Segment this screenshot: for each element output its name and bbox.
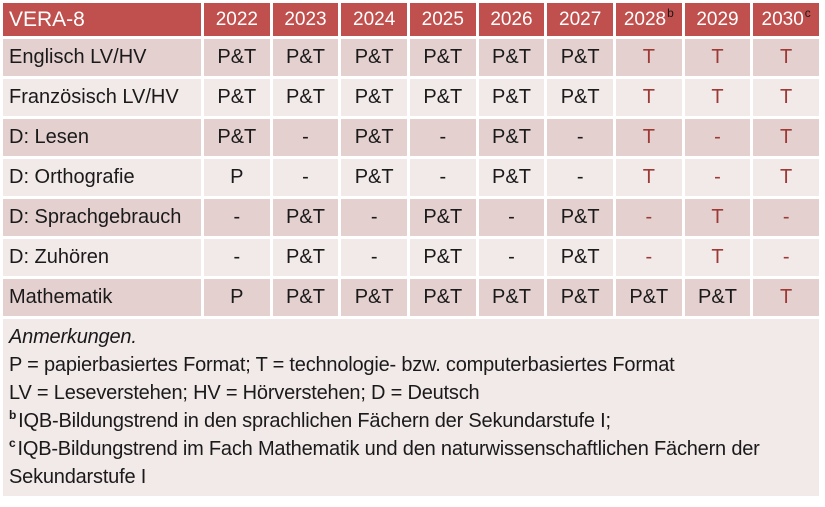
column-header-2025: 2025: [409, 3, 476, 36]
table-cell-2030: T: [753, 119, 819, 156]
column-header-2023: 2023: [272, 3, 339, 36]
table-cell-2024: P&T: [341, 119, 407, 156]
note-c-superscript: c: [9, 436, 16, 451]
table-cell-2023: -: [272, 119, 339, 156]
slide-page: VERA-8 2022 2023 2024 2025 2026 2027 2028 b 2029 2…: [0, 3, 825, 507]
table-cell-2022: P&T: [204, 39, 270, 76]
table-notes: Anmerkungen. P = papierbasiertes Format;…: [3, 319, 819, 496]
table-cell-2027: P&T: [547, 199, 613, 236]
column-header-2026: 2026: [478, 3, 545, 36]
table-cell-2023: P&T: [272, 199, 339, 236]
table-title: VERA-8: [3, 3, 201, 36]
note-c: c IQB-Bildungstrend im Fach Mathematik un…: [9, 435, 811, 491]
table-cell-2029: T: [684, 39, 751, 76]
table-cell-2024: P&T: [341, 79, 407, 116]
table-cell-2025: P&T: [409, 39, 476, 76]
table-cell-2025: P&T: [409, 279, 476, 316]
row-label: Englisch LV/HV: [3, 39, 201, 76]
table-cell-2026: P&T: [478, 159, 545, 196]
table-cell-2028: T: [615, 159, 682, 196]
table-cell-2030: -: [753, 239, 819, 276]
table-cell-2024: P&T: [341, 159, 407, 196]
table-cell-2023: P&T: [272, 239, 339, 276]
column-header-2022: 2022: [204, 3, 270, 36]
table-cell-2026: P&T: [478, 279, 545, 316]
table-cell-2022: P&T: [204, 119, 270, 156]
table-cell-2024: P&T: [341, 39, 407, 76]
note-b: b IQB-Bildungstrend in den sprachlichen F…: [9, 407, 811, 435]
table-cell-2027: P&T: [547, 279, 613, 316]
table-cell-2025: P&T: [409, 79, 476, 116]
table-cell-2028: T: [615, 39, 682, 76]
table-cell-2022: P&T: [204, 79, 270, 116]
table-cell-2028: -: [615, 239, 682, 276]
table-cell-2028: T: [615, 119, 682, 156]
table-cell-2026: P&T: [478, 79, 545, 116]
column-header-2029: 2029: [684, 3, 751, 36]
table-cell-2030: -: [753, 199, 819, 236]
note-b-superscript: b: [9, 408, 17, 423]
table-cell-2025: P&T: [409, 239, 476, 276]
row-label: D: Sprachgebrauch: [3, 199, 201, 236]
table-cell-2026: P&T: [478, 39, 545, 76]
table-cell-2024: -: [341, 239, 407, 276]
table-cell-2027: P&T: [547, 239, 613, 276]
column-header-superscript: c: [804, 5, 811, 20]
column-header-2030: 2030 c: [753, 3, 819, 36]
table-cell-2029: -: [684, 119, 751, 156]
table-cell-2022: -: [204, 199, 270, 236]
row-label: Französisch LV/HV: [3, 79, 201, 116]
table-cell-2029: T: [684, 79, 751, 116]
table-cell-2027: P&T: [547, 39, 613, 76]
table-cell-2024: P&T: [341, 279, 407, 316]
table-cell-2027: P&T: [547, 79, 613, 116]
row-label: D: Lesen: [3, 119, 201, 156]
note-abbreviation-legend: LV = Leseverstehen; HV = Hörverstehen; D…: [9, 382, 480, 404]
table-cell-2030: T: [753, 159, 819, 196]
table-cell-2026: -: [478, 239, 545, 276]
row-label: D: Zuhören: [3, 239, 201, 276]
table-cell-2025: -: [409, 119, 476, 156]
table-cell-2025: P&T: [409, 199, 476, 236]
table-cell-2028: -: [615, 199, 682, 236]
column-header-superscript: b: [667, 5, 674, 20]
table-cell-2027: -: [547, 159, 613, 196]
column-header-2027: 2027: [547, 3, 613, 36]
note-format-legend: P = papierbasiertes Format; T = technolo…: [9, 354, 675, 376]
table-cell-2029: T: [684, 239, 751, 276]
table-cell-2030: T: [753, 79, 819, 116]
table-cell-2029: T: [684, 199, 751, 236]
table-cell-2022: -: [204, 239, 270, 276]
table-cell-2024: -: [341, 199, 407, 236]
note-c-text: IQB-Bildungstrend im Fach Mathematik und…: [9, 438, 760, 488]
column-header-2028: 2028 b: [615, 3, 682, 36]
table-cell-2029: P&T: [684, 279, 751, 316]
row-label: D: Orthografie: [3, 159, 201, 196]
table-cell-2030: T: [753, 39, 819, 76]
table-cell-2023: P&T: [272, 79, 339, 116]
note-b-text: IQB-Bildungstrend in den sprachlichen Fä…: [18, 410, 611, 432]
table-cell-2026: P&T: [478, 119, 545, 156]
table-cell-2029: -: [684, 159, 751, 196]
table-cell-2022: P: [204, 279, 270, 316]
notes-heading: Anmerkungen.: [9, 326, 137, 348]
table-cell-2022: P: [204, 159, 270, 196]
table-cell-2028: T: [615, 79, 682, 116]
table-cell-2023: P&T: [272, 279, 339, 316]
table-cell-2023: P&T: [272, 39, 339, 76]
table-cell-2027: -: [547, 119, 613, 156]
vera8-schedule-table: VERA-8 2022 2023 2024 2025 2026 2027 2028 b 2029 2…: [3, 3, 819, 316]
table-cell-2028: P&T: [615, 279, 682, 316]
table-cell-2026: -: [478, 199, 545, 236]
table-cell-2025: -: [409, 159, 476, 196]
column-header-2024: 2024: [341, 3, 407, 36]
row-label: Mathematik: [3, 279, 201, 316]
table-cell-2023: -: [272, 159, 339, 196]
table-cell-2030: T: [753, 279, 819, 316]
